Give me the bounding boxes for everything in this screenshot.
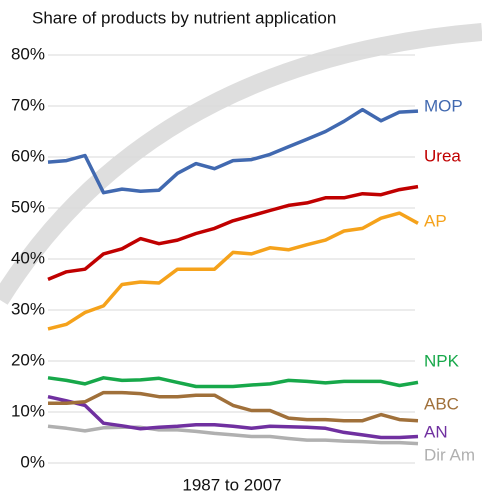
series-label: Dir Am bbox=[424, 445, 475, 464]
series-label: NPK bbox=[424, 351, 460, 370]
series-line bbox=[48, 187, 418, 280]
chart: Share of products by nutrient applicatio… bbox=[0, 0, 482, 499]
series-label: MOP bbox=[424, 96, 463, 115]
y-tick-label: 40% bbox=[11, 248, 45, 267]
chart-title: Share of products by nutrient applicatio… bbox=[32, 8, 336, 27]
decorative-arc bbox=[0, 32, 482, 300]
series-line bbox=[48, 397, 418, 438]
y-tick-label: 10% bbox=[11, 401, 45, 420]
series-label: AP bbox=[424, 211, 447, 230]
series-line bbox=[48, 378, 418, 387]
y-tick-label: 60% bbox=[11, 146, 45, 165]
series-line bbox=[48, 393, 418, 421]
series-label: AN bbox=[424, 422, 448, 441]
y-tick-label: 70% bbox=[11, 95, 45, 114]
series-line bbox=[48, 213, 418, 329]
y-tick-label: 50% bbox=[11, 197, 45, 216]
y-tick-label: 20% bbox=[11, 350, 45, 369]
x-axis-label: 1987 to 2007 bbox=[182, 475, 281, 494]
y-tick-label: 30% bbox=[11, 299, 45, 318]
series-label: Urea bbox=[424, 146, 461, 165]
y-tick-label: 0% bbox=[20, 452, 45, 471]
series-label: ABC bbox=[424, 394, 459, 413]
y-tick-label: 80% bbox=[11, 44, 45, 63]
